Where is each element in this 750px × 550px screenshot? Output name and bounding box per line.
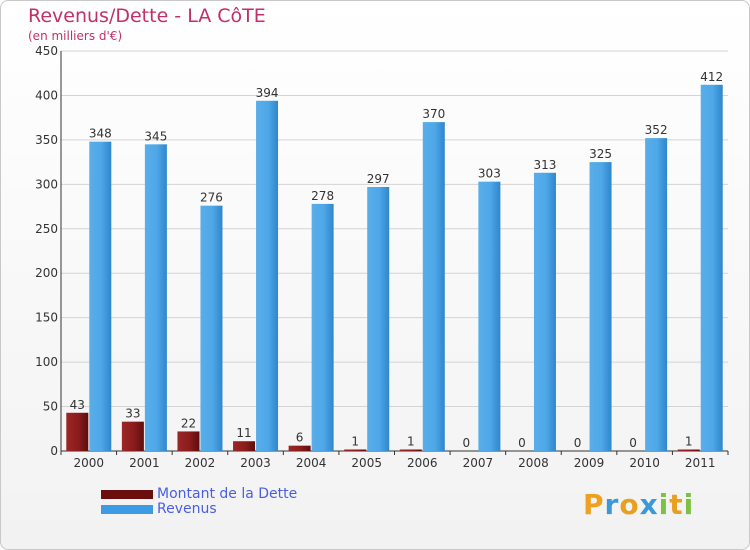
data-label-revenue-2006: 370	[422, 107, 445, 121]
x-tick-label: 2000	[74, 456, 105, 470]
y-tick-label: 250	[35, 222, 58, 236]
data-label-debt-2008: 0	[518, 436, 526, 450]
data-label-revenue-2000: 348	[89, 127, 112, 141]
x-tick-label: 2008	[518, 456, 549, 470]
y-tick-label: 450	[35, 44, 58, 58]
x-tick-label: 2006	[407, 456, 438, 470]
bar-debt-2001	[121, 421, 144, 451]
logo-letter-i: i	[658, 488, 670, 521]
x-tick-label: 2004	[296, 456, 327, 470]
bar-revenue-2003	[256, 100, 279, 452]
legend-swatch-debt	[101, 490, 153, 499]
proxiti-logo: Proxiti	[583, 488, 693, 528]
bar-revenue-2002	[200, 205, 223, 451]
legend-item-revenue: Revenus	[101, 501, 361, 518]
y-tick-label: 50	[43, 400, 58, 414]
chart-subtitle: (en milliers d'€)	[28, 29, 123, 43]
legend-item-debt: Montant de la Dette	[101, 486, 361, 503]
logo-letter-o: o	[619, 488, 640, 521]
bar-debt-2006	[399, 449, 422, 451]
y-tick-label: 300	[35, 177, 58, 191]
bar-revenue-2010	[645, 138, 668, 451]
x-tick-label: 2003	[240, 456, 271, 470]
chart-title: Revenus/Dette - LA CôTE	[28, 5, 266, 27]
legend-swatch-revenue	[101, 505, 153, 514]
data-label-revenue-2008: 313	[534, 158, 557, 172]
logo-letter-r: r	[604, 488, 620, 521]
x-tick-label: 2005	[351, 456, 382, 470]
data-label-revenue-2009: 325	[589, 147, 612, 161]
y-tick-label: 200	[35, 266, 58, 280]
bar-revenue-2011	[700, 84, 723, 452]
x-tick-label: 2010	[629, 456, 660, 470]
bar-revenue-2008	[533, 172, 556, 451]
data-label-debt-2002: 22	[181, 416, 196, 430]
y-tick-label: 350	[35, 133, 58, 147]
x-tick-label: 2002	[185, 456, 216, 470]
y-tick-label: 150	[35, 311, 58, 325]
y-tick-label: 0	[50, 444, 58, 458]
data-label-revenue-2001: 345	[144, 129, 167, 143]
bar-debt-2011	[677, 449, 700, 451]
data-label-debt-2001: 33	[125, 407, 140, 421]
data-label-debt-2011: 1	[685, 435, 693, 449]
bar-revenue-2006	[422, 122, 445, 451]
data-label-debt-2004: 6	[296, 431, 304, 445]
data-label-revenue-2007: 303	[478, 167, 501, 181]
data-label-revenue-2011: 412	[700, 70, 723, 84]
data-label-debt-2005: 1	[351, 435, 359, 449]
x-tick-label: 2007	[463, 456, 494, 470]
bar-revenue-2001	[144, 144, 167, 452]
logo-letter-t: t	[669, 488, 684, 521]
x-tick-label: 2011	[685, 456, 716, 470]
bar-revenue-2004	[311, 203, 334, 451]
legend-label-revenue: Revenus	[157, 501, 217, 517]
logo-letter-p: P	[583, 488, 605, 521]
legend-label-debt: Montant de la Dette	[157, 486, 298, 502]
data-label-debt-2010: 0	[629, 436, 637, 450]
data-label-revenue-2002: 276	[200, 191, 223, 205]
data-label-debt-2009: 0	[574, 436, 582, 450]
data-label-debt-2007: 0	[463, 436, 471, 450]
bar-debt-2005	[344, 449, 367, 451]
logo-letter-i2: i	[683, 488, 695, 521]
bar-revenue-2000	[89, 141, 112, 451]
bar-debt-2002	[177, 431, 200, 451]
logo-letter-x: x	[639, 488, 659, 521]
bar-debt-2004	[288, 445, 311, 451]
bar-revenue-2009	[589, 162, 612, 451]
bar-debt-2003	[233, 441, 256, 451]
y-tick-label: 100	[35, 355, 58, 369]
data-label-revenue-2005: 297	[367, 172, 390, 186]
x-tick-label: 2001	[129, 456, 160, 470]
data-label-debt-2003: 11	[236, 426, 251, 440]
data-label-debt-2000: 43	[70, 398, 85, 412]
x-tick-label: 2009	[574, 456, 605, 470]
y-tick-label: 400	[35, 88, 58, 102]
data-label-revenue-2003: 394	[256, 86, 279, 100]
bar-revenue-2007	[478, 181, 501, 451]
bar-revenue-2005	[367, 187, 390, 451]
data-label-revenue-2010: 352	[645, 123, 668, 137]
data-label-revenue-2004: 278	[311, 189, 334, 203]
legend: Montant de la Dette Revenus	[101, 486, 361, 518]
data-label-debt-2006: 1	[407, 435, 415, 449]
bar-debt-2000	[66, 412, 89, 451]
